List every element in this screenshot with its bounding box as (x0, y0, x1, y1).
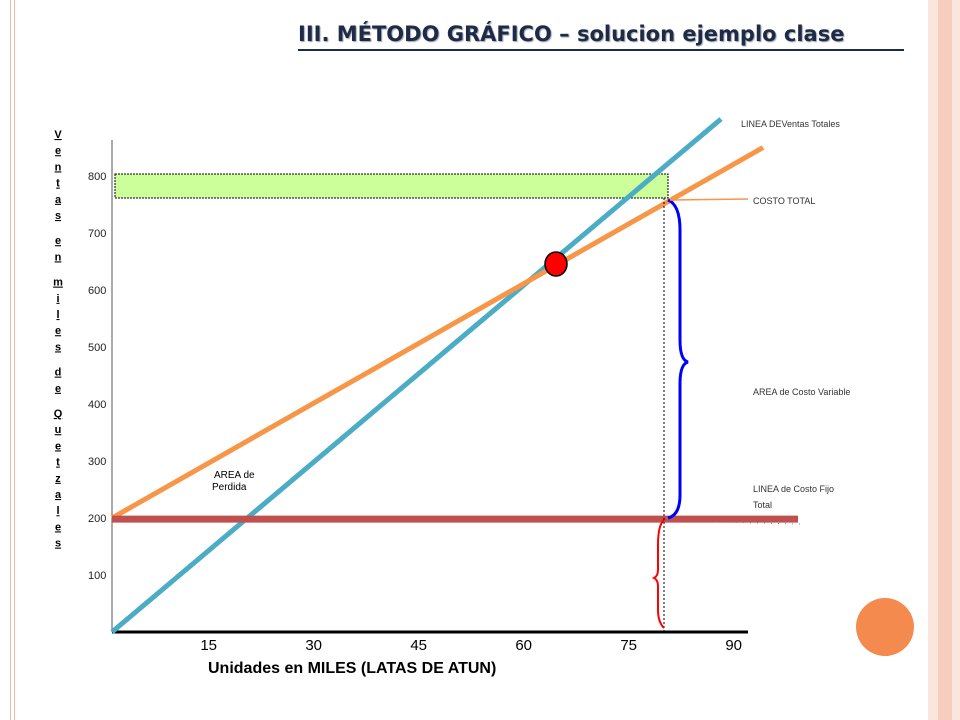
area-costo-variable-label: AREA de Costo Variable (753, 387, 850, 397)
y-axis-title-letter: z (55, 473, 61, 485)
decorative-orange-circle (856, 598, 914, 656)
top-band-group (114, 173, 669, 199)
axes-group (111, 140, 748, 634)
y-tick-label: 100 (88, 570, 106, 582)
fixed-cost-brace (651, 519, 665, 629)
y-axis-title-letter: e (55, 145, 61, 157)
y-axis-title-letter: t (56, 457, 60, 469)
y-axis-title-letter: u (55, 424, 62, 436)
y-tick-label: 500 (88, 342, 106, 354)
y-axis-title-letter: n (55, 251, 62, 263)
y-axis-title-letter: i (56, 293, 59, 305)
variable-cost-brace (667, 198, 689, 520)
series-group (110, 117, 798, 634)
x-tick-label: 60 (515, 637, 532, 654)
costo-total-pointer (669, 198, 749, 201)
x-axis-title: Unidades en MILES (LATAS DE ATUN) (208, 660, 496, 677)
area-perdida-label-2: Perdida (212, 482, 247, 493)
y-axis-title-letter: s (55, 210, 61, 222)
left-border-line-2 (14, 0, 15, 720)
x-tick-label: 30 (305, 637, 322, 654)
ticks-group: 100 200 300 400 500 600 700 800 15 30 45 60 75 90 Unid… (88, 171, 742, 677)
x-tick-label: 90 (725, 637, 742, 654)
y-axis-title-letter: e (55, 383, 61, 395)
y-tick-label: 600 (88, 285, 106, 297)
y-axis-title-letter: l (56, 505, 59, 517)
y-axis-title-letter: Q (54, 408, 63, 420)
y-axis-title-letter: a (55, 194, 62, 206)
y-axis-title-letter: d (55, 367, 62, 379)
y-axis-title-letter: s (55, 538, 61, 550)
title-underline (298, 49, 904, 51)
y-axis-title-letter: e (55, 521, 61, 533)
area-perdida-label: AREA de (214, 470, 255, 481)
ventas-totales-line (110, 117, 723, 634)
annotations-group: LINEA DEVentas Totales COSTO TOTAL AREA de… (212, 119, 850, 525)
top-band (114, 173, 669, 199)
y-tick-label: 400 (88, 399, 106, 411)
y-axis-title-letter: l (56, 309, 59, 321)
y-axis-title-letter: s (55, 341, 61, 353)
costo-total-label: COSTO TOTAL (753, 196, 815, 206)
y-axis-title-letter: a (55, 489, 62, 501)
costo-fijo-label: LINEA de Costo Fijo (753, 484, 834, 494)
costo-fijo-label-total: Total (753, 500, 772, 510)
y-tick-label: 700 (88, 228, 106, 240)
x-tick-label: 75 (620, 637, 637, 654)
x-tick-label: 15 (200, 637, 217, 654)
right-decorative-stripe (938, 0, 952, 720)
slide-title: III. MÉTODO GRÁFICO – solucion ejemplo c… (298, 22, 845, 46)
fixed-cost-dotted-extension (714, 521, 801, 525)
y-axis-title-letter: e (55, 235, 61, 247)
break-even-point (544, 251, 568, 277)
left-border-line (10, 0, 11, 720)
y-tick-label: 300 (88, 456, 106, 468)
y-axis-title-letter: n (55, 161, 62, 173)
y-axis-title-letter: e (55, 325, 61, 337)
y-axis-title-letter: e (55, 440, 61, 452)
y-tick-label: 800 (88, 171, 106, 183)
y-axis-title-letter: t (56, 178, 60, 190)
x-tick-label: 45 (410, 637, 427, 654)
ventas-totales-label: LINEA DEVentas Totales (741, 119, 840, 129)
y-axis-title-letter: V (54, 129, 62, 141)
y-axis-title-letter: m (53, 277, 63, 289)
costo-total-line (110, 145, 765, 521)
y-tick-label: 200 (88, 513, 106, 525)
